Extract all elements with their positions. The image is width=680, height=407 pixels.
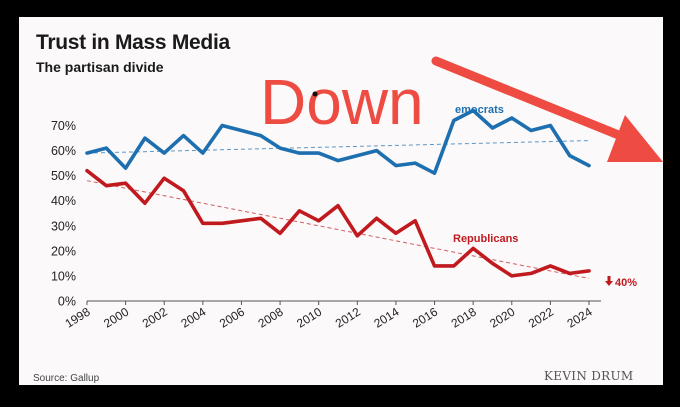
x-tick-label: 2020 <box>487 305 517 331</box>
republicans-trend-line <box>86 180 590 279</box>
end-annotation: 40% <box>605 276 637 289</box>
republicans-series-line <box>85 168 591 278</box>
arrow-down-icon <box>605 276 613 286</box>
x-tick-label: 2016 <box>410 305 440 331</box>
y-tick-label: 10% <box>51 269 76 283</box>
y-tick-label: 0% <box>58 295 76 309</box>
x-tick-label: 2000 <box>101 305 131 331</box>
y-tick-label: 50% <box>51 169 76 183</box>
x-tick-label: 2024 <box>565 305 595 331</box>
x-tick-label: 2022 <box>526 305 556 331</box>
series-lines <box>85 108 591 278</box>
x-tick-label: 2002 <box>140 305 170 331</box>
overlay-down-text: Down <box>260 66 424 138</box>
x-tick-label: 2004 <box>178 305 208 331</box>
y-tick-label: 40% <box>51 194 76 208</box>
end-value-label: 40% <box>615 277 637 289</box>
arrow-down-right-icon <box>431 56 663 162</box>
chart-subtitle: The partisan divide <box>36 59 164 75</box>
y-tick-label: 30% <box>51 219 76 233</box>
y-tick-label: 60% <box>51 144 76 158</box>
overlay-dot <box>312 91 318 97</box>
line-chart: 0%10%20%30%40%50%60%70% 1998 2000 2002 2004… <box>51 56 663 331</box>
credit-logo: KEVIN DRUM <box>544 369 634 383</box>
x-tick-label: 2010 <box>294 305 324 331</box>
x-tick-label: 2008 <box>256 305 286 331</box>
republicans-label: Republicans <box>453 233 518 245</box>
x-tick-label: 2006 <box>217 305 247 331</box>
y-tick-label: 20% <box>51 244 76 258</box>
x-tick-label: 2012 <box>333 305 363 331</box>
democrats-series-line <box>85 108 591 175</box>
y-axis: 0% 10% 20% 30% 40% 50% 60% 70% <box>51 119 76 308</box>
x-axis: 1998 2000 2002 2004 2006 2008 2010 2012 2014 2016… <box>63 301 595 331</box>
chart-card: 0% 10% 20% 30% 40% 50% 60% 70% 1998 2000 2002 2004… <box>19 17 663 385</box>
x-tick-label: 2014 <box>371 305 401 331</box>
chart-title: Trust in Mass Media <box>36 31 230 54</box>
x-tick-label: 2018 <box>449 305 479 331</box>
y-tick-label: 70% <box>51 119 76 133</box>
democrats-label: emocrats <box>455 104 504 116</box>
source-note: Source: Gallup <box>33 373 100 384</box>
trend-lines <box>86 140 590 279</box>
